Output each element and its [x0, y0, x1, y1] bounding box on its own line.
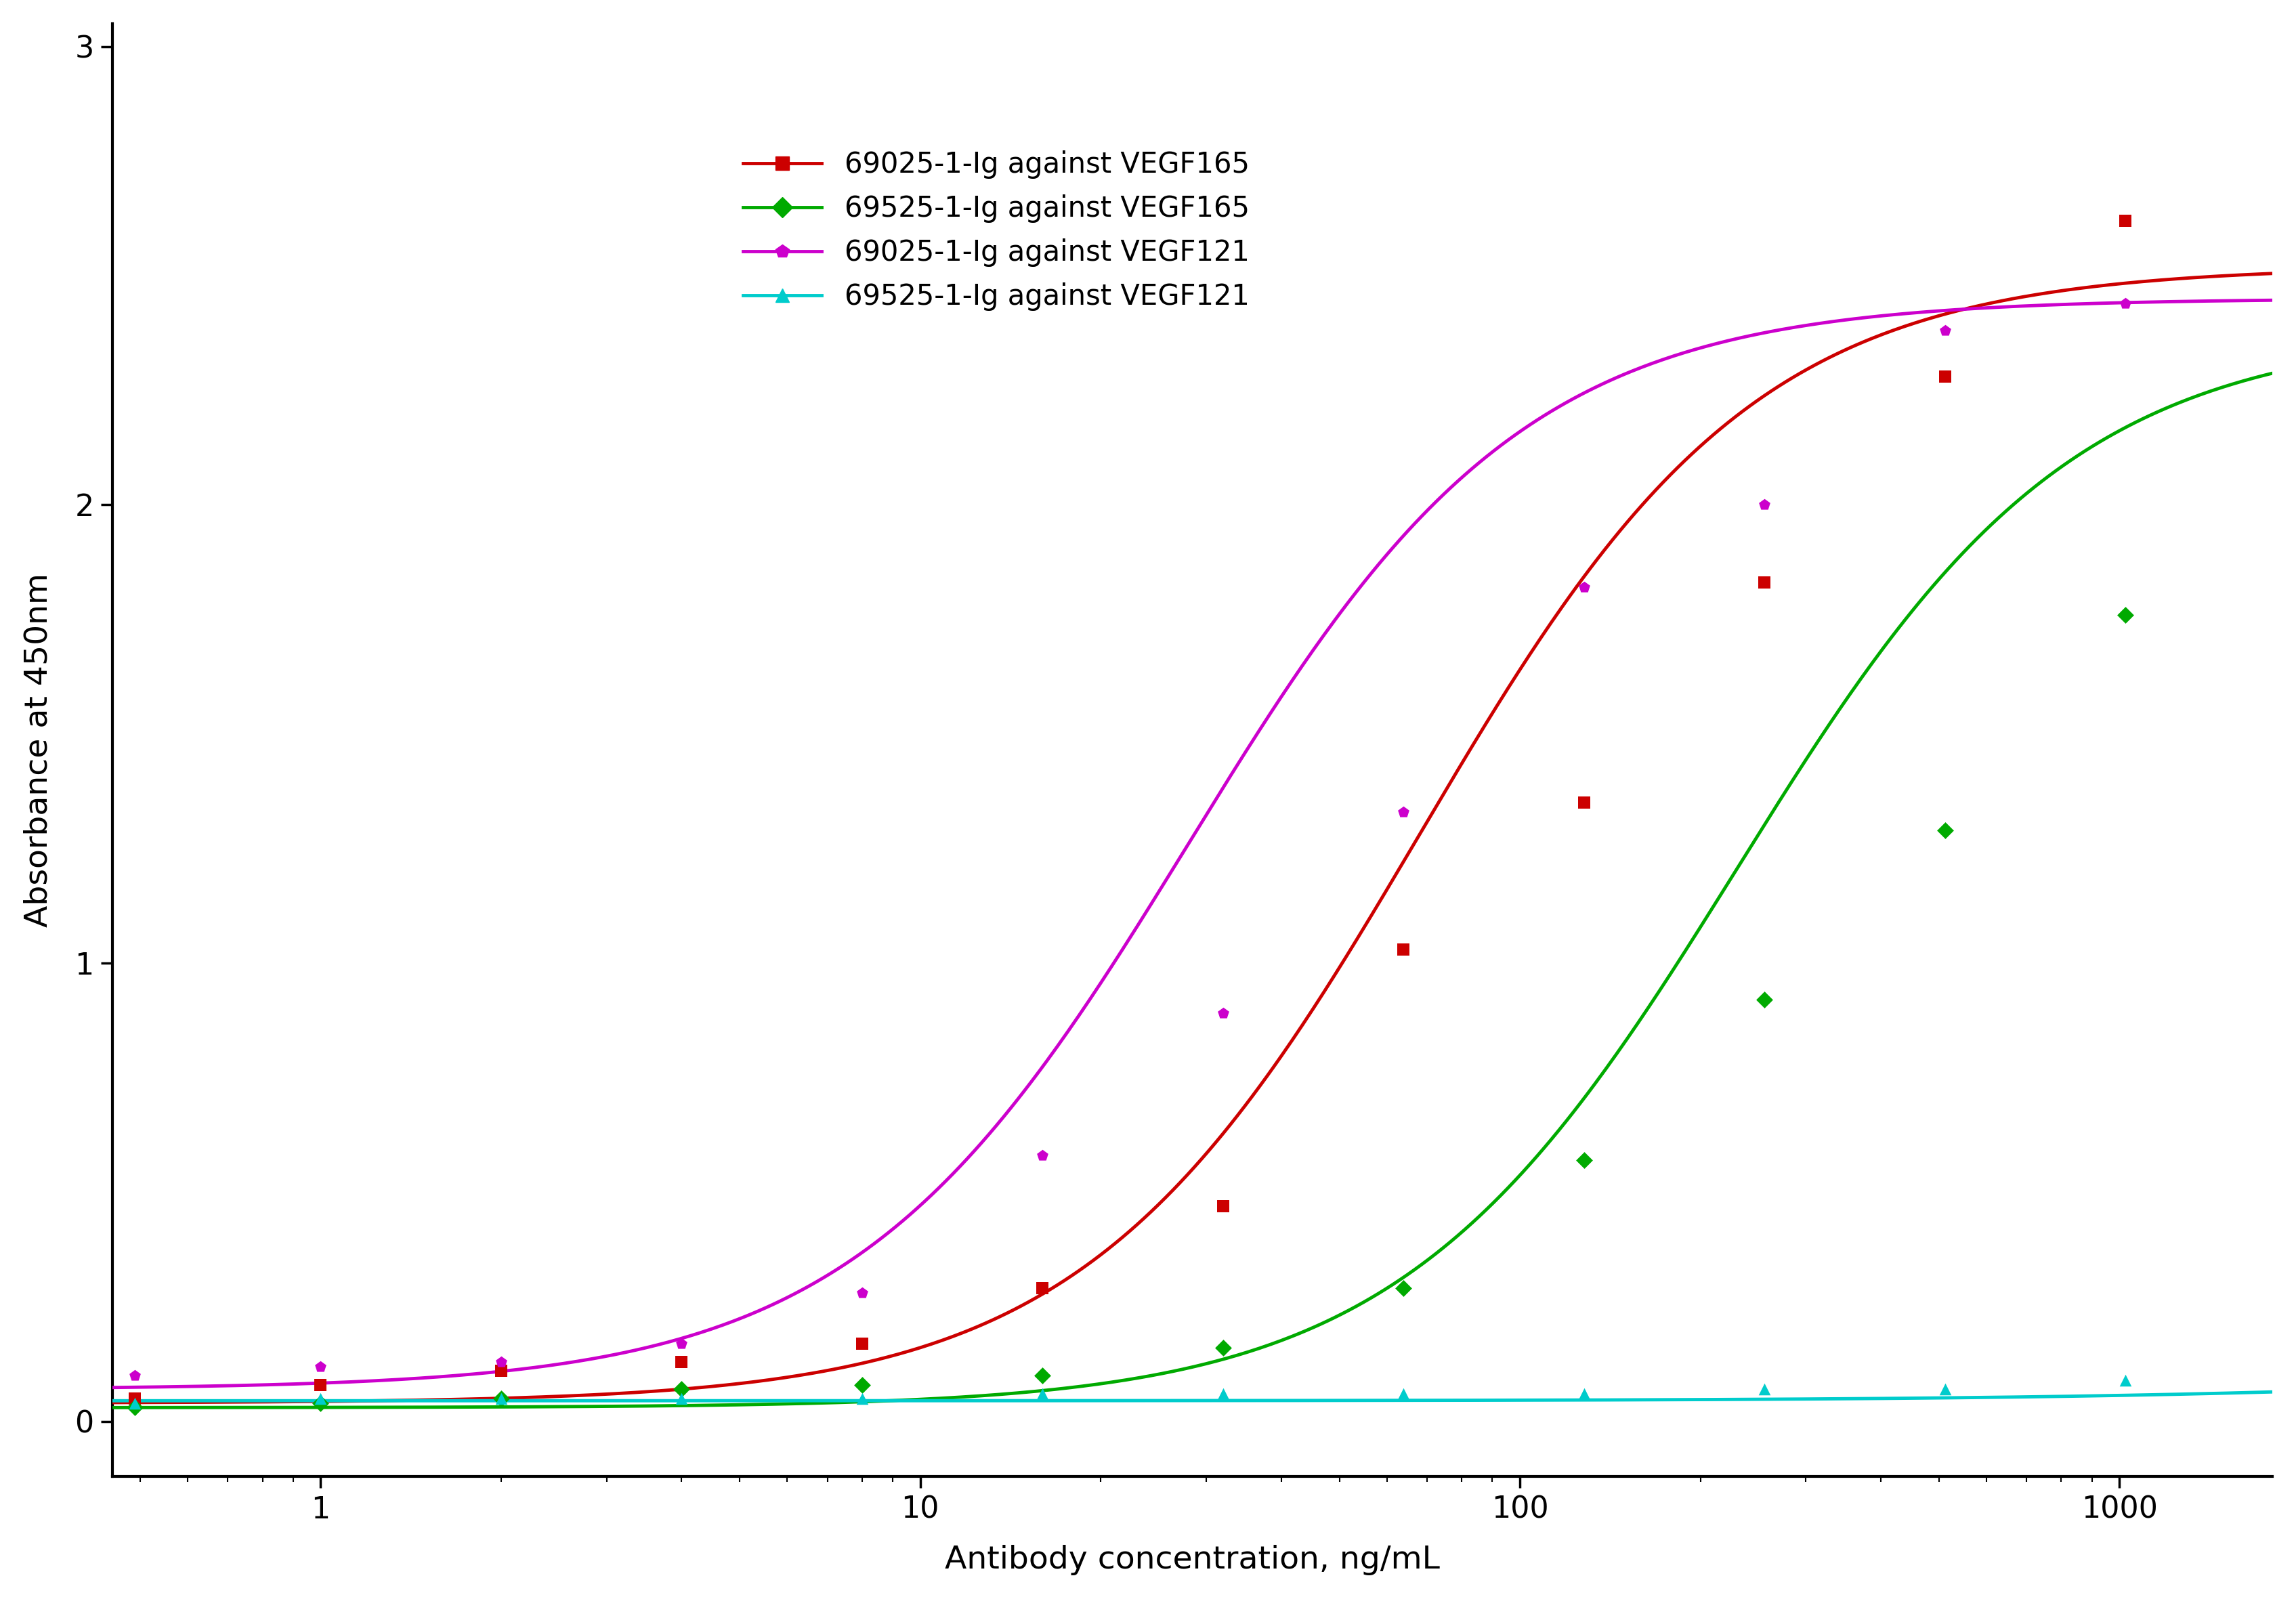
Point: [482, 1358, 519, 1383]
Point: [1024, 1143, 1061, 1169]
Point: [1926, 318, 1963, 344]
Point: [1566, 1148, 1603, 1174]
Point: [1384, 937, 1421, 963]
Point: [1384, 1382, 1421, 1407]
Point: [303, 1354, 340, 1380]
Point: [843, 1372, 879, 1398]
Point: [2108, 1367, 2144, 1393]
Point: [664, 1330, 700, 1356]
Point: [303, 1386, 340, 1412]
Point: [1205, 1193, 1242, 1218]
Point: [843, 1386, 879, 1412]
Point: [1747, 569, 1784, 595]
Point: [1205, 1001, 1242, 1027]
Point: [117, 1394, 154, 1420]
Point: [1205, 1382, 1242, 1407]
Point: [1747, 1377, 1784, 1402]
X-axis label: Antibody concentration, ng/mL: Antibody concentration, ng/mL: [946, 1545, 1440, 1575]
Point: [1747, 987, 1784, 1012]
Point: [1747, 492, 1784, 518]
Legend: 69025-1-Ig against VEGF165, 69525-1-Ig against VEGF165, 69025-1-Ig against VEGF1: 69025-1-Ig against VEGF165, 69525-1-Ig a…: [732, 139, 1261, 323]
Point: [2108, 291, 2144, 317]
Point: [1024, 1382, 1061, 1407]
Point: [664, 1386, 700, 1412]
Point: [843, 1281, 879, 1306]
Point: [1926, 1377, 1963, 1402]
Point: [1384, 800, 1421, 825]
Point: [2108, 208, 2144, 233]
Point: [1024, 1276, 1061, 1302]
Point: [117, 1362, 154, 1388]
Point: [2108, 601, 2144, 627]
Point: [1566, 574, 1603, 600]
Point: [1926, 363, 1963, 389]
Point: [664, 1350, 700, 1375]
Point: [1566, 1382, 1603, 1407]
Point: [482, 1386, 519, 1412]
Point: [303, 1390, 340, 1415]
Point: [1926, 817, 1963, 843]
Point: [303, 1372, 340, 1398]
Y-axis label: Absorbance at 450nm: Absorbance at 450nm: [23, 572, 55, 927]
Point: [117, 1390, 154, 1415]
Point: [1205, 1335, 1242, 1361]
Point: [482, 1386, 519, 1412]
Point: [664, 1377, 700, 1402]
Point: [482, 1350, 519, 1375]
Point: [117, 1386, 154, 1412]
Point: [1566, 790, 1603, 815]
Point: [1024, 1362, 1061, 1388]
Point: [1384, 1276, 1421, 1302]
Point: [843, 1330, 879, 1356]
